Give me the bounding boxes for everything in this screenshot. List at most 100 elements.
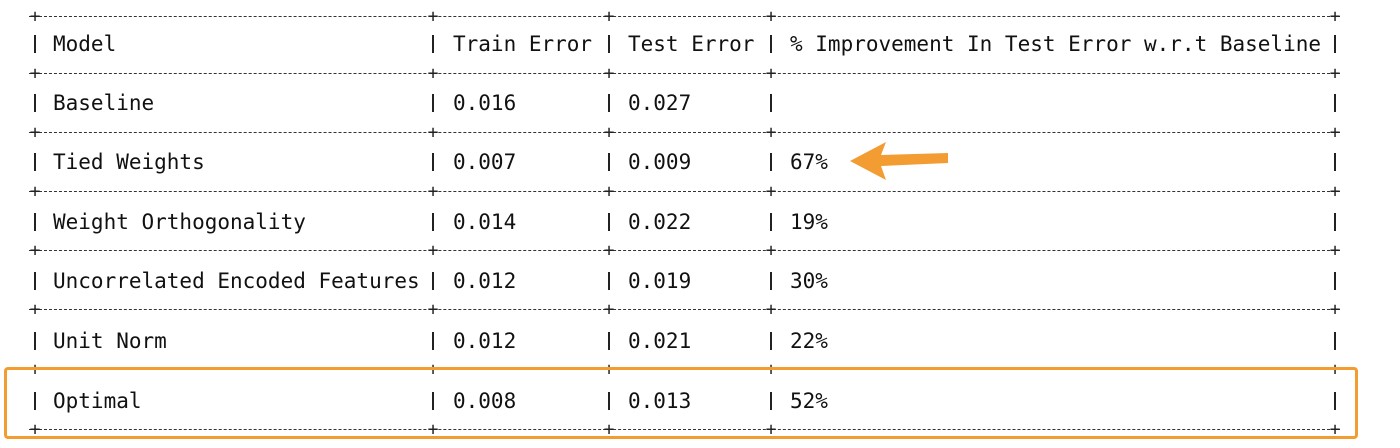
plus-marker: +	[765, 63, 777, 84]
column-divider	[1334, 272, 1336, 290]
row-separator	[29, 16, 1340, 17]
header-cell: Model	[53, 32, 117, 56]
plus-marker: +	[29, 419, 41, 440]
column-divider	[608, 272, 610, 290]
plus-marker: +	[1329, 240, 1341, 261]
table-cell: 0.019	[628, 269, 692, 293]
left-arrow-icon	[850, 142, 948, 180]
header-cell: Train Error	[453, 32, 593, 56]
row-separator	[29, 191, 1340, 192]
table-cell: 22%	[790, 329, 828, 353]
plus-marker: +	[765, 122, 777, 143]
column-divider	[1334, 153, 1336, 171]
column-divider	[34, 392, 36, 410]
table-cell: 0.016	[453, 91, 517, 115]
plus-marker: +	[603, 6, 615, 27]
plus-marker: +	[29, 122, 41, 143]
plus-marker: +	[427, 240, 439, 261]
table-cell: Baseline	[53, 91, 155, 115]
column-divider	[1334, 213, 1336, 231]
row-separator	[29, 132, 1340, 133]
row-separator	[29, 73, 1340, 74]
plus-marker: +	[1329, 122, 1341, 143]
plus-marker: +	[1329, 181, 1341, 202]
column-divider	[34, 153, 36, 171]
header-cell: % Improvement In Test Error w.r.t Baseli…	[790, 32, 1322, 56]
table-cell: Optimal	[53, 389, 142, 413]
plus-marker: +	[29, 299, 41, 320]
column-divider	[34, 94, 36, 112]
table-cell: 0.021	[628, 329, 692, 353]
table-cell: 0.027	[628, 91, 692, 115]
plus-marker: +	[765, 6, 777, 27]
column-divider	[608, 392, 610, 410]
table-cell: Unit Norm	[53, 329, 167, 353]
column-divider	[432, 153, 434, 171]
column-divider	[770, 35, 772, 53]
plus-marker: +	[427, 299, 439, 320]
column-divider	[770, 213, 772, 231]
table-cell: 30%	[790, 269, 828, 293]
column-divider	[770, 272, 772, 290]
column-divider	[432, 332, 434, 350]
table-cell: Uncorrelated Encoded Features	[53, 269, 420, 293]
plus-marker: +	[427, 63, 439, 84]
plus-marker: +	[29, 63, 41, 84]
table-cell: 0.008	[453, 389, 517, 413]
table-cell: 0.012	[453, 329, 517, 353]
table-cell: 0.013	[628, 389, 692, 413]
plus-marker: +	[603, 122, 615, 143]
table-cell: 52%	[790, 389, 828, 413]
row-separator	[29, 309, 1340, 310]
plus-marker: +	[603, 419, 615, 440]
plus-marker: +	[427, 181, 439, 202]
column-divider	[1334, 392, 1336, 410]
column-divider	[432, 392, 434, 410]
table-cell: 0.009	[628, 150, 692, 174]
plus-marker: +	[427, 6, 439, 27]
plus-marker: +	[765, 419, 777, 440]
plus-marker: +	[603, 63, 615, 84]
column-divider	[1334, 35, 1336, 53]
column-divider	[770, 153, 772, 171]
column-divider	[432, 94, 434, 112]
plus-marker: +	[29, 6, 41, 27]
column-divider	[34, 213, 36, 231]
column-divider	[608, 213, 610, 231]
column-divider	[1334, 94, 1336, 112]
row-separator	[29, 429, 1340, 430]
plus-marker: +	[1329, 63, 1341, 84]
plus-marker: +	[1329, 299, 1341, 320]
plus-marker: +	[427, 122, 439, 143]
table-cell: Weight Orthogonality	[53, 210, 306, 234]
column-divider	[608, 332, 610, 350]
column-divider	[608, 153, 610, 171]
plus-marker: +	[29, 181, 41, 202]
table-cell: 0.014	[453, 210, 517, 234]
column-divider	[1334, 332, 1336, 350]
column-divider	[34, 332, 36, 350]
plus-marker: +	[29, 240, 41, 261]
table-cell: 0.022	[628, 210, 692, 234]
plus-marker: +	[603, 240, 615, 261]
table-cell: 19%	[790, 210, 828, 234]
table-cell: 0.007	[453, 150, 517, 174]
column-divider	[608, 35, 610, 53]
optimal-row-highlight-box	[4, 367, 1358, 439]
plus-marker: +	[765, 181, 777, 202]
column-divider	[770, 332, 772, 350]
row-separator	[29, 250, 1340, 251]
column-divider	[432, 272, 434, 290]
plus-marker: +	[603, 299, 615, 320]
plus-marker: +	[1329, 6, 1341, 27]
table-cell: 67%	[790, 150, 828, 174]
plus-marker: +	[765, 240, 777, 261]
plus-marker: +	[1329, 419, 1341, 440]
plus-marker: +	[765, 299, 777, 320]
column-divider	[608, 94, 610, 112]
table-cell: 0.012	[453, 269, 517, 293]
plus-marker: +	[427, 419, 439, 440]
column-divider	[34, 35, 36, 53]
column-divider	[770, 392, 772, 410]
header-cell: Test Error	[628, 32, 755, 56]
